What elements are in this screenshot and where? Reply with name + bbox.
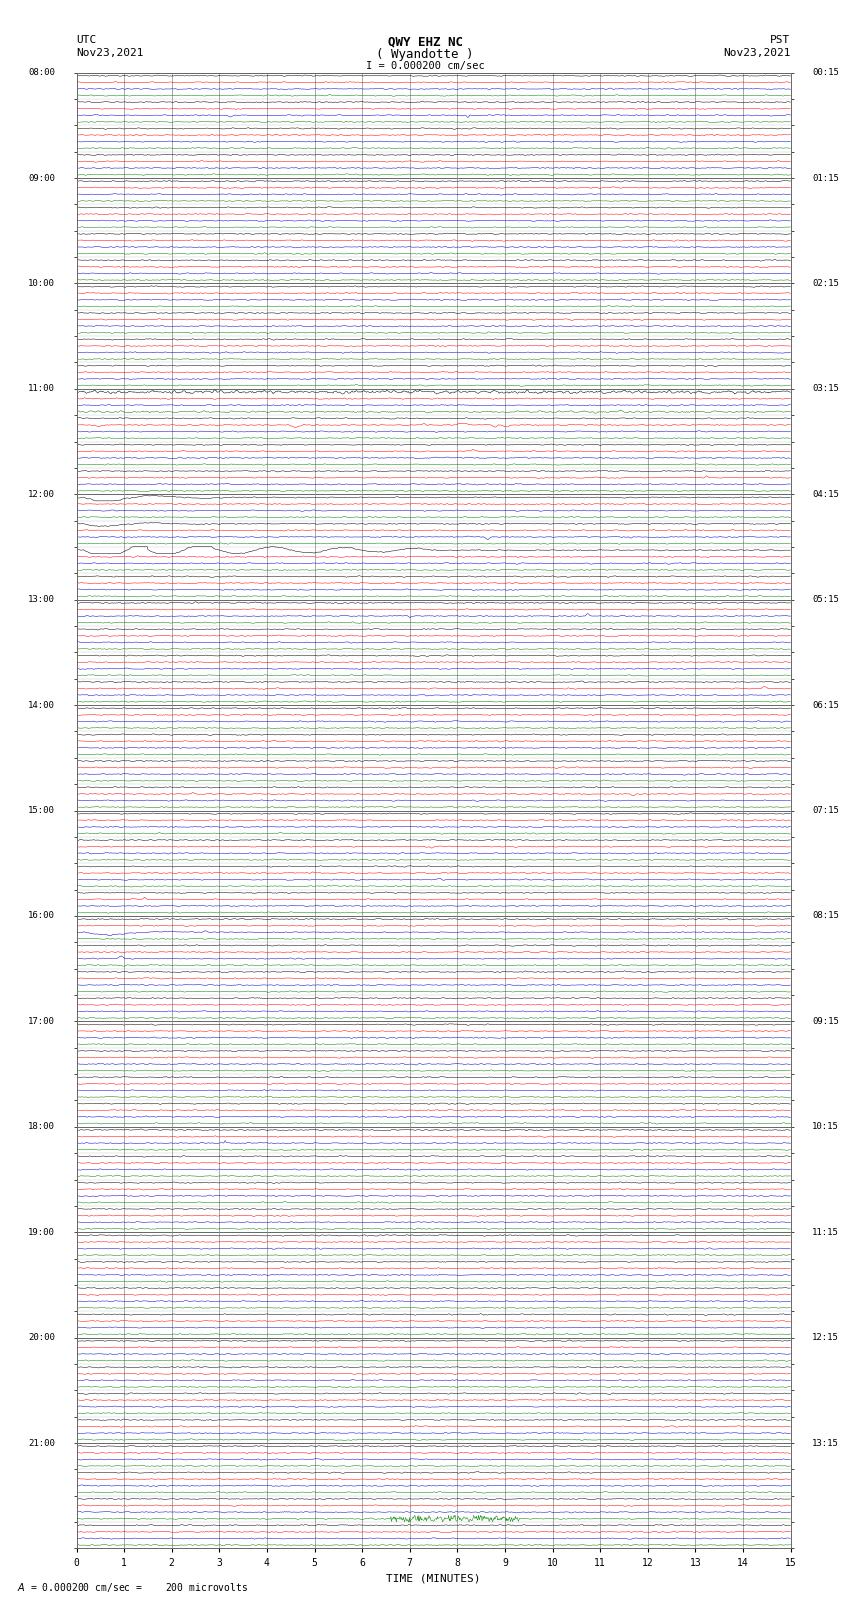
Text: 19:00: 19:00 (28, 1227, 55, 1237)
Text: 13:15: 13:15 (812, 1439, 839, 1447)
Text: 07:15: 07:15 (812, 806, 839, 815)
Text: Nov23,2021: Nov23,2021 (723, 48, 791, 58)
Text: 18:00: 18:00 (28, 1123, 55, 1131)
X-axis label: TIME (MINUTES): TIME (MINUTES) (386, 1573, 481, 1582)
Text: 16:00: 16:00 (28, 911, 55, 921)
Text: QWY EHZ NC: QWY EHZ NC (388, 35, 462, 48)
Text: 12:15: 12:15 (812, 1332, 839, 1342)
Text: 05:15: 05:15 (812, 595, 839, 605)
Text: 17:00: 17:00 (28, 1016, 55, 1026)
Text: 11:00: 11:00 (28, 384, 55, 394)
Text: 09:00: 09:00 (28, 174, 55, 182)
Text: 03:15: 03:15 (812, 384, 839, 394)
Text: UTC: UTC (76, 35, 97, 45)
Text: 12:00: 12:00 (28, 490, 55, 498)
Text: $\mathit{A}$ = 0.000200 cm/sec =    200 microvolts: $\mathit{A}$ = 0.000200 cm/sec = 200 mic… (17, 1581, 248, 1594)
Text: 04:15: 04:15 (812, 490, 839, 498)
Text: 08:15: 08:15 (812, 911, 839, 921)
Text: 21:00: 21:00 (28, 1439, 55, 1447)
Text: 10:00: 10:00 (28, 279, 55, 289)
Text: 06:15: 06:15 (812, 700, 839, 710)
Text: 00:15: 00:15 (812, 68, 839, 77)
Text: ( Wyandotte ): ( Wyandotte ) (377, 48, 473, 61)
Text: 08:00: 08:00 (28, 68, 55, 77)
Text: 10:15: 10:15 (812, 1123, 839, 1131)
Text: 02:15: 02:15 (812, 279, 839, 289)
Text: PST: PST (770, 35, 790, 45)
Text: 09:15: 09:15 (812, 1016, 839, 1026)
Text: 13:00: 13:00 (28, 595, 55, 605)
Text: Nov23,2021: Nov23,2021 (76, 48, 144, 58)
Text: I = 0.000200 cm/sec: I = 0.000200 cm/sec (366, 61, 484, 71)
Text: 01:15: 01:15 (812, 174, 839, 182)
Text: 20:00: 20:00 (28, 1332, 55, 1342)
Text: 11:15: 11:15 (812, 1227, 839, 1237)
Text: 15:00: 15:00 (28, 806, 55, 815)
Text: 14:00: 14:00 (28, 700, 55, 710)
